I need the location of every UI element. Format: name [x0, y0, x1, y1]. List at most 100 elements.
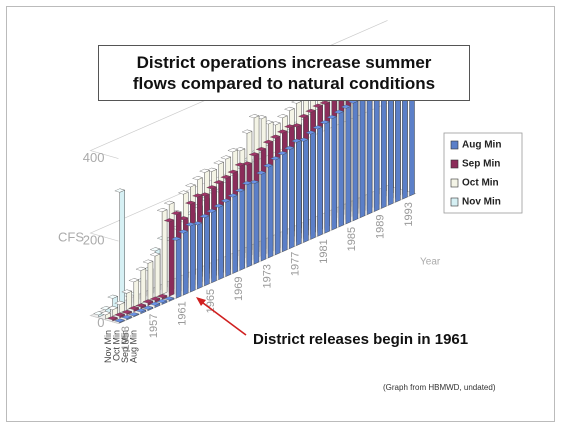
bar-top	[192, 176, 203, 180]
bar	[121, 314, 132, 321]
bar-top	[213, 180, 225, 185]
bar-front	[197, 222, 203, 290]
bar	[382, 75, 394, 206]
annotation-arrow	[198, 299, 247, 336]
bar-front	[359, 95, 366, 219]
bar-top	[227, 169, 239, 174]
bar	[121, 289, 133, 311]
bar-front	[182, 230, 189, 296]
bar-front	[211, 210, 217, 284]
annotation: District releases begin in 1961	[253, 331, 468, 348]
x-tick-label: 1981	[318, 239, 330, 263]
x-tick-label: 1993	[403, 202, 415, 226]
bar-top	[213, 160, 225, 165]
grid-line	[89, 102, 388, 242]
bar	[114, 300, 126, 314]
bar-front	[324, 121, 330, 234]
bar-top	[156, 208, 168, 212]
bar-top	[135, 266, 147, 271]
bar	[333, 109, 345, 228]
bar-top	[149, 296, 161, 301]
bar-front	[232, 194, 238, 274]
bar	[213, 203, 224, 281]
bar-top	[114, 318, 125, 323]
bar	[156, 299, 168, 305]
bar	[326, 115, 338, 231]
bar-top	[107, 294, 119, 299]
bar	[305, 130, 316, 240]
bar-top	[135, 303, 147, 308]
bar	[114, 318, 125, 324]
bar	[100, 311, 111, 320]
legend-swatch	[450, 178, 459, 188]
bar	[163, 296, 175, 302]
legend-swatch	[450, 140, 459, 150]
y-tick-label: 400	[83, 150, 105, 165]
bar-top	[220, 155, 232, 160]
bar-front	[190, 223, 196, 293]
bar-top	[107, 306, 118, 310]
bar-top	[227, 148, 239, 153]
bar-front	[239, 189, 245, 271]
legend-swatch	[450, 159, 459, 169]
bar-front	[260, 172, 267, 262]
bar-front	[317, 126, 323, 237]
depth-label: Oct Min	[111, 330, 121, 361]
bar	[262, 163, 274, 259]
bar	[177, 229, 189, 296]
x-tick-label: 1961	[176, 301, 188, 325]
x-tick-label: 1989	[375, 214, 387, 238]
bar-front	[289, 147, 295, 250]
bar-top	[227, 193, 239, 198]
bar-front	[267, 164, 274, 259]
bar-front	[366, 88, 373, 215]
x-tick-label: 1973	[261, 264, 273, 288]
bar-top	[255, 170, 267, 175]
bar-front	[218, 205, 224, 281]
bar	[375, 80, 387, 209]
bar	[220, 198, 232, 277]
bar	[354, 94, 366, 219]
bar-front	[282, 152, 288, 253]
bar-top	[277, 114, 288, 119]
slide-frame	[6, 6, 555, 422]
bar-top	[163, 296, 175, 301]
bar	[340, 104, 352, 225]
bar	[199, 214, 210, 287]
bar-top	[326, 115, 338, 119]
x-tick-label: 1957	[148, 314, 160, 338]
chart-title: District operations increase summer flow…	[98, 45, 470, 101]
bar	[142, 299, 154, 306]
bar-front	[119, 189, 125, 309]
bar-top	[156, 294, 168, 298]
bar-front	[373, 87, 380, 212]
x-tick-label: 1977	[290, 252, 302, 276]
bar	[149, 301, 161, 308]
bar	[149, 296, 161, 303]
bar-top	[333, 109, 345, 114]
bar	[114, 312, 125, 319]
bar-top	[262, 163, 274, 168]
bar	[107, 306, 118, 317]
bar	[156, 208, 168, 295]
bar-top	[121, 289, 133, 294]
bar-top	[128, 306, 140, 310]
bar-top	[135, 308, 147, 313]
bar-top	[170, 236, 182, 241]
legend-label: Aug Min	[462, 140, 501, 151]
bar-top	[340, 104, 352, 109]
bar	[149, 252, 161, 298]
bar-top	[163, 218, 175, 223]
bar-top	[269, 156, 281, 161]
depth-label: Sep Min	[120, 330, 130, 363]
bar-front	[296, 140, 302, 246]
bar-top	[199, 168, 210, 173]
bar-top	[284, 124, 295, 129]
bar	[255, 170, 267, 262]
bar	[191, 221, 203, 290]
bar-top	[283, 146, 295, 150]
bar-top	[128, 312, 140, 317]
floor	[89, 185, 417, 324]
bar-top	[192, 193, 203, 198]
bar-top	[121, 309, 133, 314]
